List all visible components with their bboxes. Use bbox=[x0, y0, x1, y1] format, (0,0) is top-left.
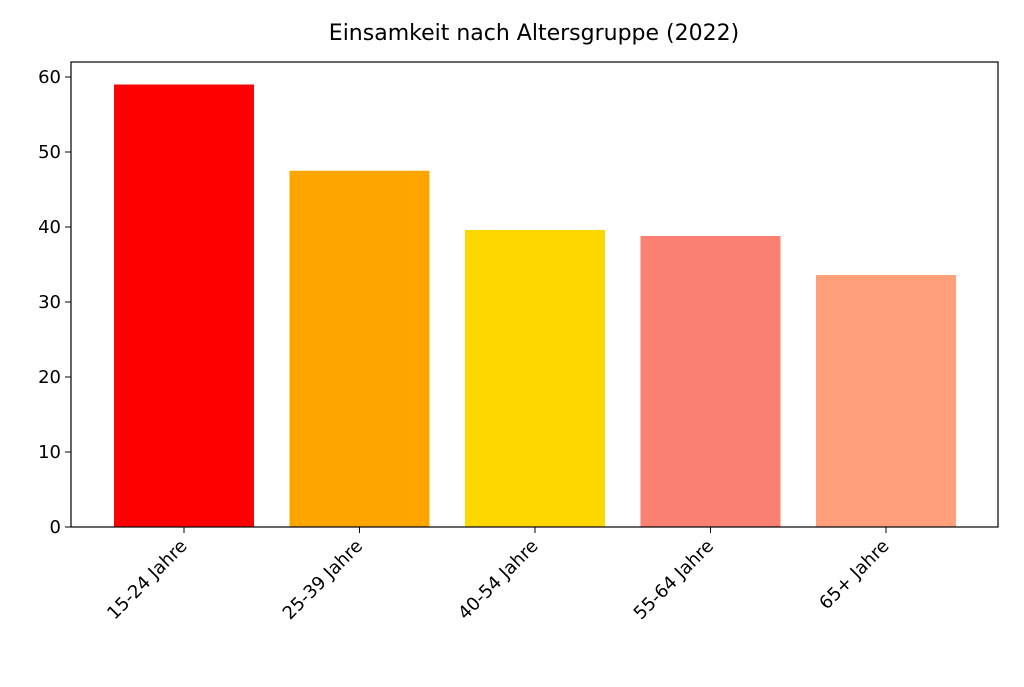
bar bbox=[289, 170, 430, 527]
chart-title: Einsamkeit nach Altersgruppe (2022) bbox=[329, 21, 739, 46]
bar bbox=[816, 275, 956, 527]
plot-frame bbox=[70, 61, 999, 528]
bar bbox=[465, 230, 605, 527]
bar bbox=[114, 84, 254, 527]
y-tick-label: 30 bbox=[38, 292, 61, 313]
y-tick-label: 20 bbox=[38, 367, 61, 388]
y-tick-label: 40 bbox=[38, 217, 61, 238]
y-tick-label: 60 bbox=[38, 67, 61, 88]
bar bbox=[640, 236, 781, 527]
y-tick-label: 10 bbox=[38, 442, 61, 463]
y-tick-label: 50 bbox=[38, 142, 61, 163]
y-tick-label: 0 bbox=[50, 517, 61, 538]
